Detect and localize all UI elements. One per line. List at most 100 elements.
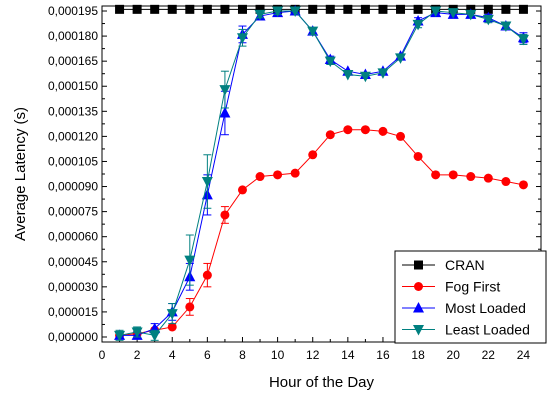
legend-label: Least Loaded	[445, 322, 530, 338]
x-tick-label: 16	[376, 348, 390, 362]
x-tick-label: 24	[517, 348, 531, 362]
data-point	[220, 210, 230, 220]
legend-marker	[413, 325, 424, 336]
data-point	[325, 130, 335, 140]
data-point	[325, 4, 335, 14]
data-point	[396, 131, 406, 141]
x-tick-label: 18	[411, 348, 425, 362]
y-tick-label: 0,000000	[48, 330, 98, 344]
data-point	[254, 9, 266, 21]
data-point	[413, 151, 423, 161]
data-point	[500, 21, 512, 33]
data-point	[114, 330, 126, 342]
y-tick-label: 0,000180	[48, 29, 98, 43]
legend-marker	[414, 282, 423, 291]
x-tick-label: 6	[204, 348, 211, 362]
data-point	[132, 4, 142, 14]
data-point	[202, 4, 212, 14]
data-point	[255, 4, 265, 14]
x-tick-label: 8	[239, 348, 246, 362]
data-point	[378, 126, 388, 136]
x-tick-label: 4	[169, 348, 176, 362]
data-point	[272, 6, 284, 18]
data-point	[501, 177, 511, 187]
data-point	[184, 255, 196, 267]
data-point	[343, 125, 353, 135]
data-point	[202, 270, 212, 280]
legend-label: Fog First	[445, 279, 500, 295]
data-point	[342, 70, 354, 81]
data-point	[273, 170, 283, 180]
y-tick-label: 0,000015	[48, 305, 98, 319]
data-point	[308, 150, 318, 160]
data-point	[412, 19, 424, 31]
data-point	[465, 9, 477, 21]
data-point	[115, 4, 125, 14]
y-tick-label: 0,000150	[48, 79, 98, 93]
data-point	[290, 168, 300, 178]
series-layer	[114, 4, 529, 342]
data-point	[219, 85, 231, 96]
legend-label: CRAN	[445, 257, 485, 273]
data-point	[466, 172, 476, 182]
y-tick-label: 0,000075	[48, 205, 98, 219]
y-axis-tick-labels: 0,000000 0,000015 0,000030 0,000045 0,000060…	[48, 4, 98, 344]
data-point	[430, 6, 442, 18]
data-point	[413, 4, 423, 14]
data-point	[201, 177, 213, 188]
data-point	[359, 71, 371, 83]
data-point	[431, 170, 441, 180]
data-point	[483, 4, 493, 14]
y-tick-label: 0,000045	[48, 255, 98, 269]
data-point	[324, 56, 336, 68]
data-point	[236, 33, 248, 44]
legend-label: Most Loaded	[445, 300, 526, 316]
data-point	[220, 4, 230, 14]
y-tick-label: 0,000195	[48, 4, 98, 18]
x-tick-label: 20	[447, 348, 461, 362]
data-point	[501, 4, 511, 14]
legend-marker	[414, 260, 423, 270]
data-point	[185, 302, 195, 312]
plot-area: 0 2 4 6 8 10 12 14 16 18 20 22 24 0,0000000,0000150,…	[48, 4, 542, 362]
data-point	[448, 170, 458, 180]
y-tick-label: 0,000090	[48, 180, 98, 194]
data-point	[307, 26, 319, 38]
y-axis-ticks	[102, 10, 541, 338]
data-point	[483, 173, 493, 183]
data-point	[237, 185, 247, 195]
data-point	[219, 106, 231, 118]
data-point	[185, 4, 195, 14]
x-tick-label: 22	[482, 348, 496, 362]
x-tick-label: 2	[134, 348, 141, 362]
legend-marker	[413, 302, 424, 313]
series-least-loaded	[114, 6, 529, 342]
data-point	[360, 125, 370, 135]
data-point	[237, 4, 247, 14]
y-tick-label: 0,000135	[48, 104, 98, 118]
data-point	[396, 4, 406, 14]
data-point	[447, 8, 459, 19]
data-point	[395, 53, 407, 64]
data-point	[518, 4, 528, 14]
x-tick-label: 0	[99, 348, 106, 362]
data-point	[167, 4, 177, 14]
y-tick-label: 0,000120	[48, 129, 98, 143]
x-tick-label: 10	[271, 348, 285, 362]
data-point	[131, 327, 143, 338]
data-point	[149, 330, 161, 342]
y-tick-label: 0,000165	[48, 54, 98, 68]
data-point	[167, 322, 177, 332]
data-point	[360, 4, 370, 14]
y-tick-label: 0,000030	[48, 280, 98, 294]
data-point	[482, 14, 494, 26]
data-point	[166, 309, 178, 320]
x-tick-label: 14	[341, 348, 355, 362]
data-point	[255, 172, 265, 182]
x-axis-tick-labels: 0 2 4 6 8 10 12 14 16 18 20 22 24	[99, 348, 531, 362]
x-axis-title: Hour of the Day	[269, 374, 375, 391]
data-point	[518, 180, 528, 190]
y-tick-label: 0,000060	[48, 230, 98, 244]
data-point	[308, 4, 318, 14]
